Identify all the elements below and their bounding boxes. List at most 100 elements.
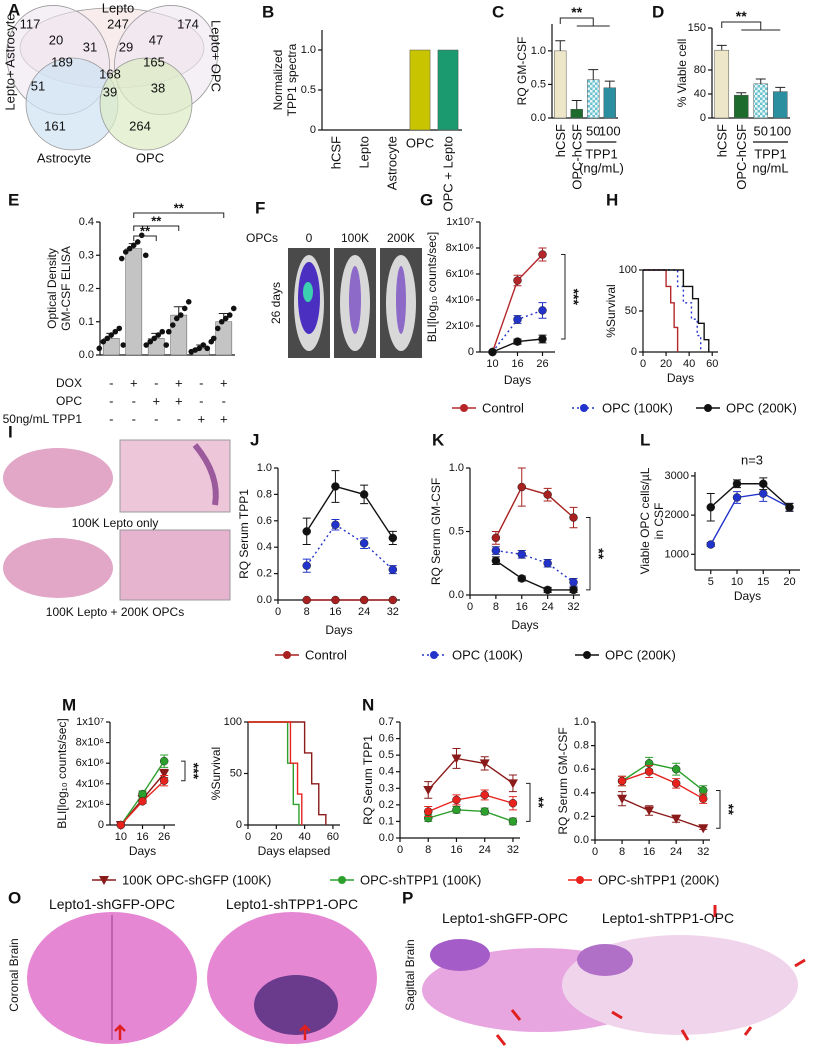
- data-point: [108, 332, 115, 338]
- group-label: (ng/mL): [579, 161, 624, 176]
- significance-label: **: [736, 8, 747, 24]
- y-tick-label: 0.1: [79, 316, 94, 328]
- panel-letter: D: [652, 3, 664, 22]
- y-tick-label: 6x10⁶: [446, 268, 474, 280]
- y-tick-label: 1x10⁷: [76, 716, 104, 728]
- data-point: [491, 546, 501, 555]
- x-tick-label: 20: [270, 831, 282, 843]
- data-point: [159, 756, 169, 766]
- data-point: [517, 574, 527, 583]
- y-axis-label: RQ Serum TPP1: [361, 735, 375, 825]
- row-sign: +: [175, 394, 183, 409]
- y-axis-label: RQ Serum GM-CSF: [429, 478, 443, 585]
- venn-count: 247: [107, 17, 129, 32]
- survival-curve: [643, 269, 679, 352]
- data-point: [222, 315, 229, 322]
- data-point: [116, 325, 123, 332]
- data-point: [569, 578, 578, 587]
- series-line: [621, 798, 704, 829]
- row-sign: +: [130, 376, 138, 391]
- legend-label: OPC (100K): [452, 648, 523, 663]
- significance-label: ***: [566, 289, 582, 306]
- y-tick-label: 2x10⁶: [446, 320, 474, 332]
- x-axis-label: Days: [667, 371, 694, 385]
- y-tick-label: 0.6: [379, 733, 394, 745]
- x-axis-label: Days elapsed: [258, 844, 331, 858]
- y-axis-label: in CSF: [652, 503, 666, 540]
- data-point: [302, 561, 311, 570]
- bar: [570, 109, 583, 119]
- y-tick-label: 0.0: [379, 832, 394, 844]
- x-tick-label: 20: [783, 576, 795, 588]
- data-point: [452, 795, 461, 805]
- x-tick-label: Lepto: [357, 136, 372, 169]
- legend-label: Control: [482, 401, 524, 416]
- data-point: [423, 785, 434, 795]
- venn-count: 264: [129, 119, 151, 134]
- bar: [587, 79, 600, 119]
- x-tick-label: 15: [757, 576, 769, 588]
- legend-marker: [99, 876, 109, 885]
- series-line: [621, 770, 704, 800]
- row-sign: -: [199, 376, 203, 391]
- y-axis-label: Normalized: [271, 50, 285, 111]
- bar: [409, 49, 431, 131]
- data-point: [331, 595, 340, 605]
- y-axis-label: %Survival: [209, 747, 223, 800]
- y-tick-label: 0.3: [379, 782, 394, 794]
- row-label: OPC: [56, 394, 82, 408]
- data-point: [388, 565, 398, 574]
- x-tick-label: hCSF: [714, 124, 729, 157]
- significance-bracket: [559, 17, 610, 27]
- y-tick-label: 0.0: [257, 594, 272, 606]
- data-point: [388, 533, 398, 543]
- caption: Lepto1-shTPP1-OPC: [602, 910, 734, 926]
- legend-label: OPC (200K): [726, 401, 797, 416]
- group-label: TPP1: [585, 147, 618, 162]
- panel-letter: C: [492, 3, 504, 22]
- y-tick-label: 8x10⁶: [446, 242, 474, 254]
- y-tick-label: 0.4: [574, 787, 589, 799]
- x-tick-label: 60: [327, 831, 339, 843]
- y-tick-label: 150: [688, 22, 706, 34]
- y-tick-label: 0.8: [574, 740, 589, 752]
- error-bar: [571, 100, 582, 110]
- row-label: 50ng/mL TPP1: [3, 412, 83, 426]
- data-point: [671, 814, 682, 824]
- row-sign: -: [222, 394, 226, 409]
- panel-letter: L: [640, 431, 650, 450]
- panel-letter: G: [420, 191, 433, 210]
- panel-letter: H: [606, 191, 618, 210]
- data-point: [181, 305, 188, 312]
- annotation: n=3: [741, 453, 763, 468]
- row-label: DOX: [56, 376, 82, 390]
- data-point: [159, 328, 166, 335]
- data-point: [671, 779, 681, 788]
- row-sign: -: [154, 376, 158, 391]
- group-label: TPP1: [754, 147, 787, 162]
- data-point: [104, 335, 111, 342]
- y-tick-label: 0.4: [379, 766, 394, 778]
- row-sign: -: [109, 376, 113, 391]
- data-point: [507, 779, 518, 789]
- data-point: [204, 345, 211, 352]
- error-bar: [775, 86, 786, 92]
- panel-letter: E: [8, 191, 19, 210]
- y-tick-label: 0.0: [531, 112, 546, 124]
- data-point: [138, 232, 145, 239]
- bar: [603, 87, 616, 119]
- data-point: [177, 312, 184, 318]
- venn-count: 51: [31, 79, 45, 94]
- y-axis-label: RQ GM-CSF: [515, 37, 529, 106]
- y-tick-label: 0.1: [379, 815, 394, 827]
- legend-marker: [580, 404, 588, 412]
- x-tick-label: 32: [567, 601, 579, 613]
- x-tick-label: 50: [586, 124, 600, 139]
- venn-count: 189: [51, 55, 73, 70]
- x-axis-label: Days: [734, 589, 761, 603]
- y-axis-label: TPP1 spectra: [285, 43, 299, 116]
- venn-label: Lepto: [102, 1, 135, 16]
- data-point: [569, 585, 578, 595]
- histology-image: [3, 439, 231, 601]
